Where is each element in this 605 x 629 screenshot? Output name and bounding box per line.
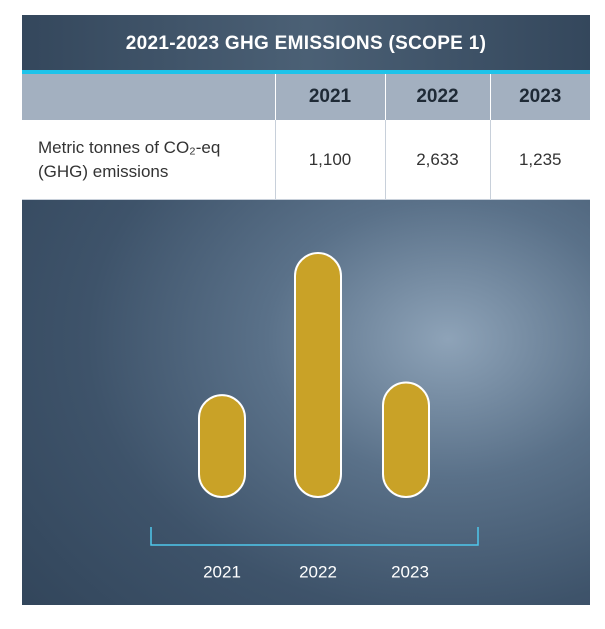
cell: 1,235 <box>489 120 590 200</box>
title: 2021-2023 GHG EMISSIONS (SCOPE 1) <box>22 15 590 70</box>
header-cell: 2021 <box>274 74 385 120</box>
cell: 1,100 <box>274 120 385 200</box>
axis-bracket <box>150 527 479 546</box>
table: 2021 2022 2023 Metric tonnes of CO₂-eq (… <box>22 74 590 200</box>
bar <box>198 394 246 498</box>
bar <box>294 252 342 498</box>
x-tick-label: 2022 <box>299 562 337 581</box>
row-label: Metric tonnes of CO₂-eq (GHG) emissions <box>22 120 275 200</box>
header-cell <box>22 74 275 120</box>
x-tick-label: 2023 <box>391 562 429 581</box>
title-rule <box>22 70 590 74</box>
header-cell: 2022 <box>384 74 490 120</box>
header-row: 2021 2022 2023 <box>22 74 590 120</box>
data-row: Metric tonnes of CO₂-eq (GHG) emissions … <box>22 120 590 200</box>
bar <box>382 381 430 499</box>
x-tick-label: 2021 <box>203 562 241 581</box>
card: 2021-2023 GHG EMISSIONS (SCOPE 1) 2021 2… <box>22 15 590 605</box>
header-cell: 2023 <box>489 74 590 120</box>
cell: 2,633 <box>384 120 490 200</box>
